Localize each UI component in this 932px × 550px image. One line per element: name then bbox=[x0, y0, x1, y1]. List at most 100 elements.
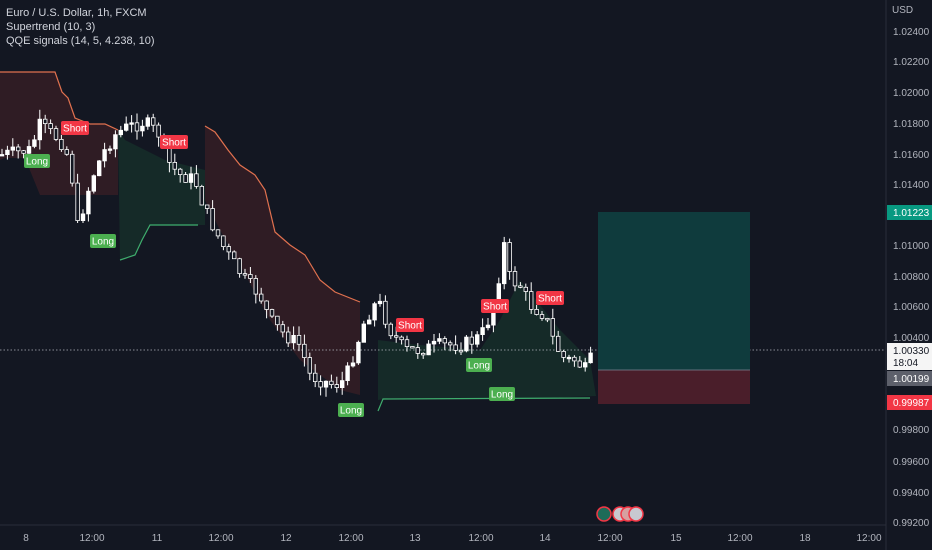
candle-body bbox=[507, 242, 512, 272]
svg-text:18:04: 18:04 bbox=[893, 358, 918, 369]
svg-text:Short: Short bbox=[63, 124, 87, 135]
candle-body bbox=[361, 323, 366, 343]
candle-body bbox=[107, 148, 113, 151]
position-tool[interactable] bbox=[598, 212, 750, 404]
y-tick: 0.99400 bbox=[893, 488, 930, 499]
candle-body bbox=[302, 343, 307, 358]
x-tick: 12:00 bbox=[468, 533, 493, 544]
candle-body bbox=[539, 314, 545, 319]
y-tick: 1.01400 bbox=[893, 180, 930, 191]
candle-body bbox=[453, 344, 458, 351]
candle-body bbox=[556, 335, 561, 352]
economic-events[interactable] bbox=[596, 506, 644, 522]
x-tick: 11 bbox=[152, 533, 163, 544]
supertrend-down-2 bbox=[204, 125, 361, 303]
event-icon bbox=[628, 506, 644, 522]
candle-body bbox=[145, 117, 150, 127]
x-tick: 12:00 bbox=[597, 533, 622, 544]
candle-body bbox=[43, 118, 48, 124]
candle-body bbox=[296, 334, 302, 345]
candles bbox=[0, 109, 593, 397]
candle-body bbox=[150, 117, 156, 126]
svg-text:Short: Short bbox=[398, 321, 422, 332]
candle-body bbox=[48, 123, 53, 129]
long-signal: Long bbox=[466, 358, 492, 372]
candle-body bbox=[323, 380, 329, 388]
svg-text:Long: Long bbox=[26, 157, 48, 168]
candle-body bbox=[215, 229, 221, 237]
candle-body bbox=[231, 251, 237, 260]
svg-text:1.00330: 1.00330 bbox=[893, 346, 930, 357]
long-signal: Long bbox=[90, 234, 116, 248]
candle-body bbox=[248, 274, 253, 279]
candle-body bbox=[312, 372, 318, 383]
svg-text:Short: Short bbox=[538, 294, 562, 305]
y-tick: 1.02200 bbox=[893, 57, 930, 68]
currency-label: USD bbox=[892, 5, 914, 16]
candle-body bbox=[275, 315, 280, 326]
current-price-badge: 1.00330 18:04 bbox=[887, 343, 932, 370]
supertrend-up-1 bbox=[119, 224, 198, 261]
price-axis[interactable]: 1.02400 1.02200 1.02000 1.01800 1.01600 … bbox=[885, 0, 932, 550]
candle-body bbox=[188, 173, 194, 183]
svg-text:1.00199: 1.00199 bbox=[893, 374, 930, 385]
x-tick: 14 bbox=[539, 533, 551, 544]
candle-body bbox=[91, 175, 96, 192]
candle-body bbox=[518, 285, 523, 288]
candle-body bbox=[420, 352, 426, 356]
candle-body bbox=[458, 349, 464, 353]
candle-body bbox=[269, 309, 275, 317]
y-tick: 1.01600 bbox=[893, 150, 930, 161]
x-tick: 12 bbox=[280, 533, 292, 544]
candle-body bbox=[404, 339, 410, 348]
candle-body bbox=[177, 168, 183, 175]
candle-body bbox=[258, 293, 264, 302]
candle-body bbox=[70, 153, 75, 184]
short-signal: Short bbox=[481, 299, 509, 313]
entry-price-badge: 1.00199 bbox=[887, 371, 932, 386]
stop-price-badge: 0.99987 bbox=[887, 395, 932, 410]
candle-body bbox=[102, 149, 107, 162]
candle-body bbox=[134, 122, 140, 132]
candle-body bbox=[447, 342, 453, 346]
symbol-title[interactable]: Euro / U.S. Dollar, 1h, FXCM bbox=[6, 7, 147, 19]
candle-body bbox=[59, 138, 64, 150]
candle-body bbox=[588, 352, 593, 364]
x-tick: 12:00 bbox=[856, 533, 881, 544]
candle-body bbox=[113, 134, 118, 150]
candle-body bbox=[172, 161, 177, 170]
x-tick: 12:00 bbox=[79, 533, 104, 544]
chart-legend: Euro / U.S. Dollar, 1h, FXCM Supertrend … bbox=[6, 6, 155, 48]
svg-text:Long: Long bbox=[491, 390, 513, 401]
candle-body bbox=[577, 360, 582, 368]
candle-body bbox=[529, 291, 534, 310]
candle-body bbox=[5, 149, 10, 155]
candle-body bbox=[291, 334, 296, 344]
x-tick: 15 bbox=[670, 533, 682, 544]
candle-body bbox=[393, 335, 399, 338]
indicator-qqe[interactable]: QQE signals (14, 5, 4.238, 10) bbox=[6, 35, 155, 47]
candle-body bbox=[437, 338, 442, 342]
signals: Short Long Short Long Long Short Short bbox=[24, 121, 564, 417]
candle-body bbox=[97, 160, 102, 177]
candle-body bbox=[318, 381, 323, 388]
candle-body bbox=[356, 341, 361, 364]
candle-body bbox=[534, 308, 539, 315]
candle-body bbox=[388, 323, 393, 337]
time-axis[interactable]: 8 12:00 11 12:00 12 12:00 13 12:00 14 12… bbox=[0, 524, 886, 544]
supertrend-down-1 bbox=[0, 71, 119, 131]
candle-body bbox=[583, 362, 588, 368]
candle-body bbox=[64, 149, 69, 155]
indicator-supertrend[interactable]: Supertrend (10, 3) bbox=[6, 21, 96, 33]
candle-body bbox=[15, 146, 21, 152]
candle-body bbox=[253, 278, 258, 295]
short-signal: Short bbox=[396, 318, 424, 332]
candle-body bbox=[480, 327, 485, 336]
candle-body bbox=[280, 324, 285, 333]
candle-body bbox=[53, 128, 59, 140]
supertrend-lines bbox=[0, 71, 591, 412]
candle-body bbox=[377, 300, 383, 305]
candle-body bbox=[366, 319, 372, 325]
candle-body bbox=[383, 300, 388, 325]
